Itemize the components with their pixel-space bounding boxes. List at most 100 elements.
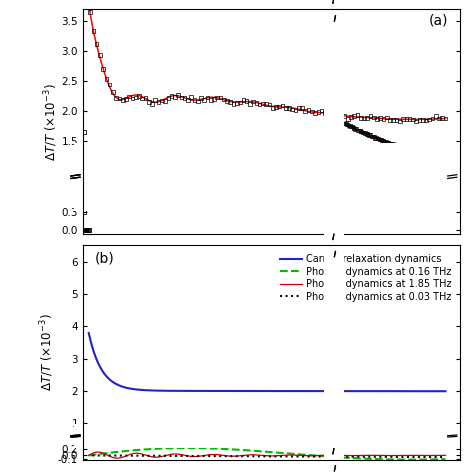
Point: [311, 109, 319, 117]
Carrier relaxation dynamics: [432, 388, 438, 394]
Point: [378, 137, 386, 144]
Point: [328, 114, 335, 121]
Point: [396, 144, 403, 151]
Point: [93, 40, 100, 48]
Point: [358, 128, 365, 136]
Phonon dynamics at 1.85 THz: [432, 453, 438, 458]
Point: [249, 98, 257, 105]
Point: [409, 149, 416, 157]
Y-axis label: $\Delta T/T$ ($\times10^{-3}$): $\Delta T/T$ ($\times10^{-3}$): [43, 83, 60, 161]
Point: [285, 104, 293, 111]
Point: [368, 132, 376, 140]
Phonon dynamics at 0.16 THz: [236, 447, 242, 453]
Phonon dynamics at 0.16 THz: [443, 456, 448, 462]
Point: [135, 92, 143, 100]
Point: [369, 133, 377, 140]
Point: [410, 149, 417, 156]
Point: [155, 98, 163, 106]
Point: [207, 96, 215, 104]
Point: [367, 112, 374, 120]
Point: [272, 103, 280, 111]
Point: [396, 144, 404, 151]
Point: [391, 142, 399, 150]
Phonon dynamics at 0.03 THz: [246, 454, 252, 459]
Point: [379, 137, 387, 145]
Line: Phonon dynamics at 0.03 THz: Phonon dynamics at 0.03 THz: [92, 456, 446, 457]
Point: [388, 140, 395, 148]
Point: [112, 94, 120, 102]
Point: [449, 161, 456, 169]
Point: [428, 115, 436, 122]
Point: [354, 126, 361, 134]
Point: [419, 152, 427, 159]
Point: [393, 116, 401, 124]
Point: [122, 95, 130, 103]
Point: [433, 157, 441, 164]
Point: [409, 116, 417, 123]
Point: [321, 109, 328, 117]
Point: [407, 148, 415, 155]
Point: [424, 154, 432, 161]
Point: [346, 122, 354, 129]
Point: [360, 128, 367, 136]
Point: [201, 97, 208, 104]
Point: [422, 154, 429, 161]
Point: [446, 161, 453, 168]
Point: [386, 117, 394, 124]
Point: [376, 136, 384, 144]
Point: [430, 155, 438, 163]
Point: [347, 113, 355, 121]
Point: [80, 128, 88, 136]
Point: [372, 135, 380, 142]
Point: [436, 156, 443, 164]
Point: [349, 124, 357, 132]
Point: [399, 115, 407, 122]
Point: [412, 118, 420, 125]
Carrier relaxation dynamics: [236, 388, 241, 394]
Point: [337, 112, 345, 119]
Point: [424, 153, 431, 161]
Point: [406, 147, 414, 155]
Point: [346, 123, 353, 130]
Line: Carrier relaxation dynamics: Carrier relaxation dynamics: [89, 333, 446, 391]
Point: [381, 137, 388, 145]
Bar: [324, 221, 344, 464]
Point: [350, 124, 358, 131]
Point: [243, 97, 250, 105]
Point: [451, 162, 458, 170]
Point: [351, 125, 359, 133]
Point: [402, 146, 410, 154]
Point: [347, 123, 355, 130]
Point: [390, 116, 397, 123]
Point: [119, 96, 127, 104]
Point: [315, 108, 322, 116]
Point: [210, 95, 218, 103]
Phonon dynamics at 0.03 THz: [304, 454, 310, 459]
Point: [350, 112, 358, 120]
Point: [83, 227, 91, 234]
Phonon dynamics at 0.16 THz: [185, 445, 191, 451]
Point: [412, 150, 420, 158]
Point: [419, 116, 427, 124]
Point: [430, 156, 438, 164]
Point: [380, 115, 387, 122]
Point: [422, 117, 430, 124]
Point: [344, 116, 352, 123]
Point: [126, 93, 133, 100]
Point: [223, 97, 231, 105]
Phonon dynamics at 0.03 THz: [443, 454, 448, 460]
Point: [402, 146, 410, 154]
Bar: [324, 0, 344, 242]
Point: [233, 100, 241, 107]
Carrier relaxation dynamics: [255, 388, 261, 394]
Point: [437, 159, 444, 166]
Point: [343, 121, 351, 128]
Point: [341, 120, 349, 128]
Point: [364, 114, 371, 122]
Carrier relaxation dynamics: [238, 388, 244, 394]
Point: [181, 94, 189, 102]
Point: [352, 125, 359, 132]
Point: [236, 99, 244, 106]
Point: [383, 138, 390, 146]
Point: [340, 119, 348, 127]
